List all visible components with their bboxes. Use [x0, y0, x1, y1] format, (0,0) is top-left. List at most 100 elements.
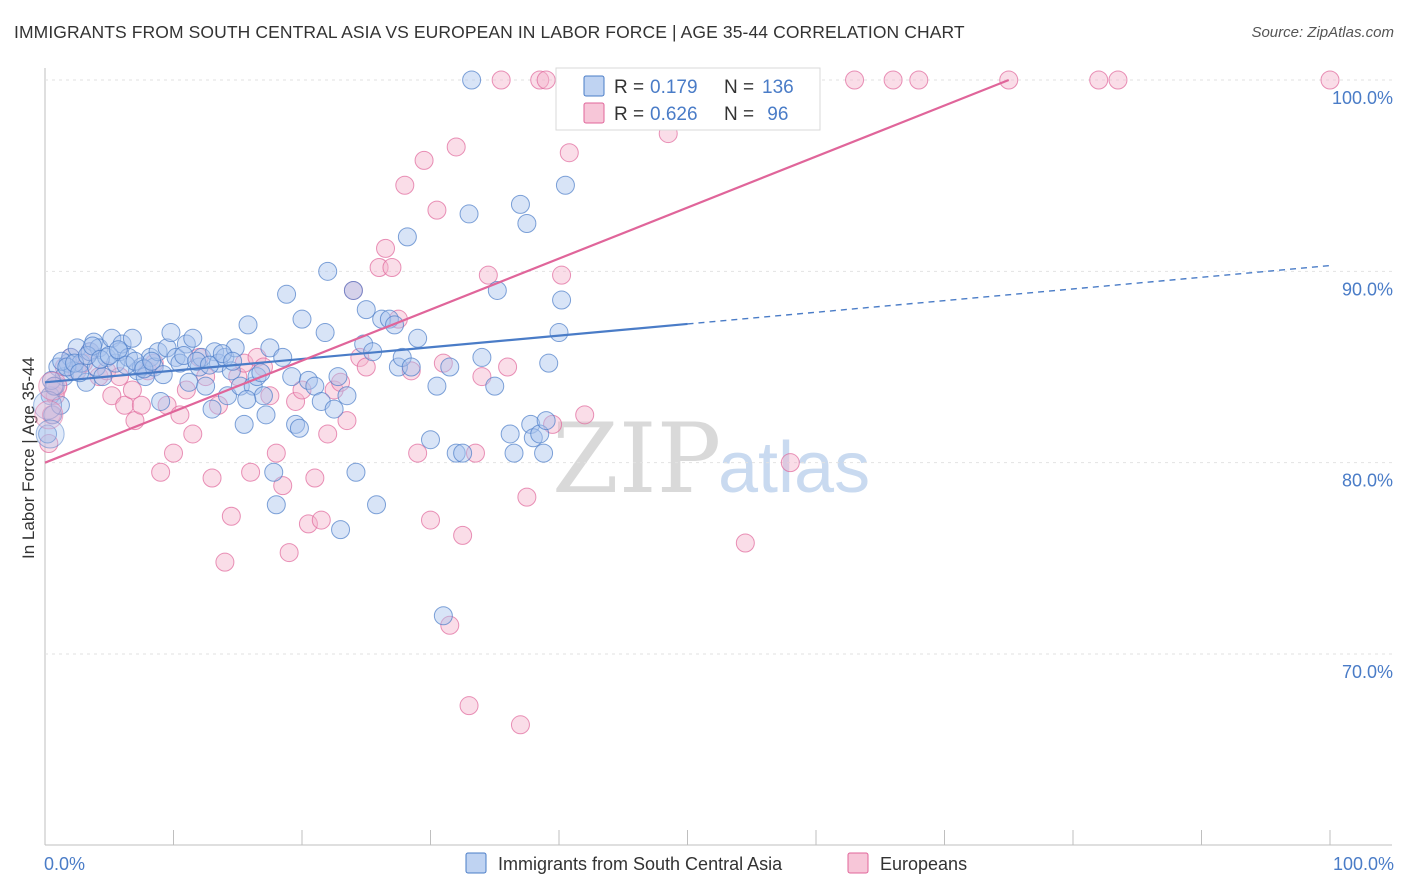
point-immigrants: [161, 323, 181, 343]
point-immigrants: [237, 390, 257, 410]
legend-n-value-blue: 136: [762, 77, 794, 98]
legend-r-label: R =: [614, 104, 644, 125]
trend-line-europeans: [44, 78, 1010, 464]
trend-line-immigrants-extrapolated: [687, 264, 1331, 325]
point-immigrants: [35, 419, 65, 449]
point-europeans: [286, 391, 306, 411]
point-immigrants: [122, 328, 142, 348]
point-immigrants: [549, 323, 569, 343]
point-europeans: [164, 443, 183, 463]
legend-n-label: N =: [724, 77, 754, 98]
point-immigrants: [97, 347, 117, 367]
x-ticks: [44, 830, 1331, 845]
point-immigrants: [199, 355, 219, 375]
correlation-legend: R = 0.179 N = 136 R = 0.626 N = 96: [555, 67, 821, 131]
point-europeans: [298, 514, 318, 534]
x-tick-label-min: 0.0%: [44, 854, 85, 874]
point-immigrants: [433, 606, 453, 626]
point-immigrants: [142, 351, 162, 371]
point-immigrants: [151, 391, 171, 411]
point-europeans: [202, 468, 222, 488]
point-europeans: [498, 357, 518, 377]
point-immigrants: [421, 430, 440, 450]
point-europeans: [552, 265, 572, 285]
point-immigrants: [504, 443, 524, 463]
point-immigrants: [292, 309, 312, 329]
y-tick-label: 80.0%: [1342, 471, 1393, 491]
point-europeans: [311, 510, 331, 530]
point-immigrants: [277, 284, 297, 304]
point-immigrants: [453, 443, 473, 463]
point-immigrants: [536, 411, 556, 431]
y-tick-labels: 70.0% 80.0% 90.0% 100.0%: [1332, 88, 1393, 682]
point-europeans: [221, 506, 241, 526]
watermark: ZIP atlas: [552, 403, 870, 515]
point-immigrants: [99, 346, 119, 366]
point-immigrants: [328, 367, 348, 387]
series-legend: Immigrants from South Central Asia Europ…: [465, 852, 967, 874]
point-europeans: [273, 476, 293, 496]
bottom-legend-swatch-blue: [465, 852, 487, 874]
point-immigrants: [183, 328, 203, 348]
y-tick-label: 90.0%: [1342, 279, 1393, 299]
point-europeans: [266, 443, 286, 463]
watermark-zip: ZIP: [552, 403, 721, 515]
y-tick-label: 70.0%: [1342, 662, 1393, 682]
point-europeans: [909, 70, 929, 90]
source-credit: Source: ZipAtlas.com: [1251, 24, 1394, 41]
point-europeans: [176, 380, 196, 400]
point-immigrants: [510, 194, 530, 214]
point-immigrants: [401, 357, 421, 377]
point-immigrants: [485, 376, 505, 396]
point-immigrants: [555, 175, 575, 195]
bottom-legend-label-blue: Immigrants from South Central Asia: [498, 854, 783, 874]
point-immigrants: [50, 395, 70, 415]
point-europeans: [122, 380, 142, 400]
point-europeans: [440, 615, 460, 635]
point-europeans: [279, 543, 299, 563]
point-europeans: [318, 424, 338, 444]
point-immigrants: [331, 520, 351, 540]
point-immigrants: [552, 290, 572, 310]
legend-r-value-blue: 0.179: [650, 77, 698, 98]
point-europeans: [1089, 70, 1109, 90]
point-immigrants: [337, 386, 357, 406]
watermark-atlas: atlas: [718, 428, 870, 508]
point-immigrants: [38, 424, 58, 444]
point-europeans: [427, 200, 447, 220]
legend-n-label: N =: [724, 104, 754, 125]
point-europeans: [215, 552, 235, 572]
point-immigrants: [238, 315, 258, 335]
point-europeans: [34, 400, 64, 430]
point-immigrants: [427, 376, 447, 396]
point-europeans: [408, 443, 428, 463]
point-europeans: [395, 175, 415, 195]
legend-swatch-blue: [583, 75, 605, 97]
point-immigrants: [315, 323, 335, 343]
point-europeans: [575, 405, 595, 425]
point-immigrants: [234, 414, 254, 434]
point-immigrants: [324, 399, 344, 419]
point-immigrants: [108, 340, 128, 360]
point-immigrants: [343, 280, 363, 300]
point-immigrants: [462, 70, 482, 90]
point-immigrants: [77, 346, 97, 366]
point-europeans: [260, 386, 280, 406]
point-immigrants: [446, 443, 466, 463]
point-immigrants: [153, 365, 173, 385]
point-immigrants: [534, 443, 554, 463]
point-immigrants: [260, 338, 280, 358]
point-europeans: [414, 150, 434, 170]
x-tick-label-max: 100.0%: [1333, 854, 1394, 874]
point-europeans: [735, 533, 755, 553]
point-europeans: [382, 258, 402, 278]
legend-n-value-pink: 96: [762, 104, 788, 125]
point-immigrants: [223, 351, 243, 371]
point-immigrants: [539, 353, 559, 373]
point-europeans: [530, 70, 550, 90]
point-europeans: [183, 424, 203, 444]
point-immigrants: [174, 346, 194, 366]
point-immigrants: [212, 344, 232, 364]
point-immigrants: [472, 347, 492, 367]
point-immigrants: [33, 390, 63, 420]
